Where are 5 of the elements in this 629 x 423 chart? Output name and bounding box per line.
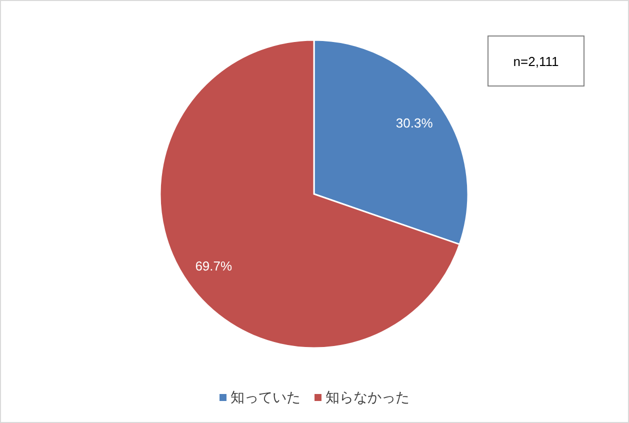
legend-label: 知らなかった [326, 389, 410, 405]
data-label: 69.7% [195, 258, 233, 274]
data-label: 30.3% [396, 116, 434, 131]
text: n=2,111 [513, 54, 559, 69]
legend-label: 知っていた [230, 389, 300, 405]
